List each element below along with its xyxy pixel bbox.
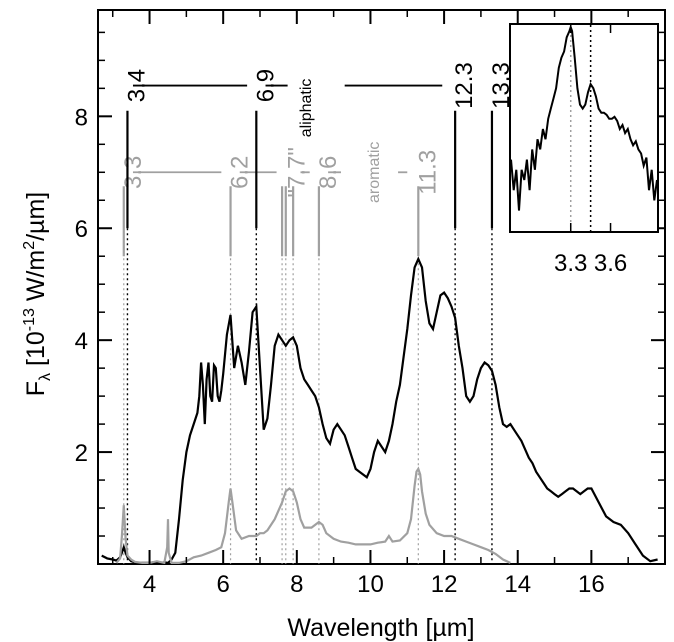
inset-x-tick-label: 3.6 [594, 250, 627, 277]
aliphatic-feature-label: 3.4 [123, 69, 150, 102]
x-tick-label: 8 [290, 571, 303, 598]
y-tick-label: 2 [75, 440, 88, 467]
y-axis-label: Fλ [10-13 W/m2/µm] [21, 192, 54, 396]
y-tick-label: 6 [75, 216, 88, 243]
y-tick-label: 4 [75, 328, 88, 355]
aromatic-feature-label: 6.2 [227, 156, 254, 189]
x-tick-label: 4 [143, 571, 156, 598]
svg-text:Fλ [10-13 W/m2/µm]: Fλ [10-13 W/m2/µm] [21, 192, 54, 396]
total-spectrum-line [101, 256, 658, 564]
aromatic-feature-label: 8.6 [315, 156, 342, 189]
aliphatic-feature-label: 6.9 [252, 69, 279, 102]
main-plot-area [101, 228, 658, 564]
aromatic-feature-label: 11.3 [414, 150, 441, 195]
x-tick-label: 10 [357, 571, 384, 598]
x-axis-label: Wavelength [µm] [287, 614, 474, 642]
main-axes-ticks: 4 6 8 10 12 14 16 2 4 6 8 [75, 10, 665, 598]
inset-frame [509, 23, 659, 233]
aromatic-feature-label: 3.3 [120, 156, 147, 189]
x-tick-label: 12 [431, 571, 458, 598]
aromatic-label: aromatic [366, 142, 383, 203]
aromatic-feature-label: "7.7" [284, 147, 311, 197]
y-tick-label: 8 [75, 104, 88, 131]
main-plot-frame [97, 9, 666, 565]
inset-x-tick-label: 3.3 [554, 250, 587, 277]
aromatic-spectrum-line [115, 466, 511, 564]
aliphatic-label: aliphatic [298, 79, 315, 138]
inset-spectrum-line [511, 25, 657, 211]
x-tick-label: 6 [217, 571, 230, 598]
x-tick-label: 16 [578, 571, 605, 598]
aliphatic-feature-label: 12.3 [451, 62, 478, 109]
x-tick-label: 14 [504, 571, 531, 598]
inset-plot-area: 3.3 3.6 [511, 25, 657, 277]
